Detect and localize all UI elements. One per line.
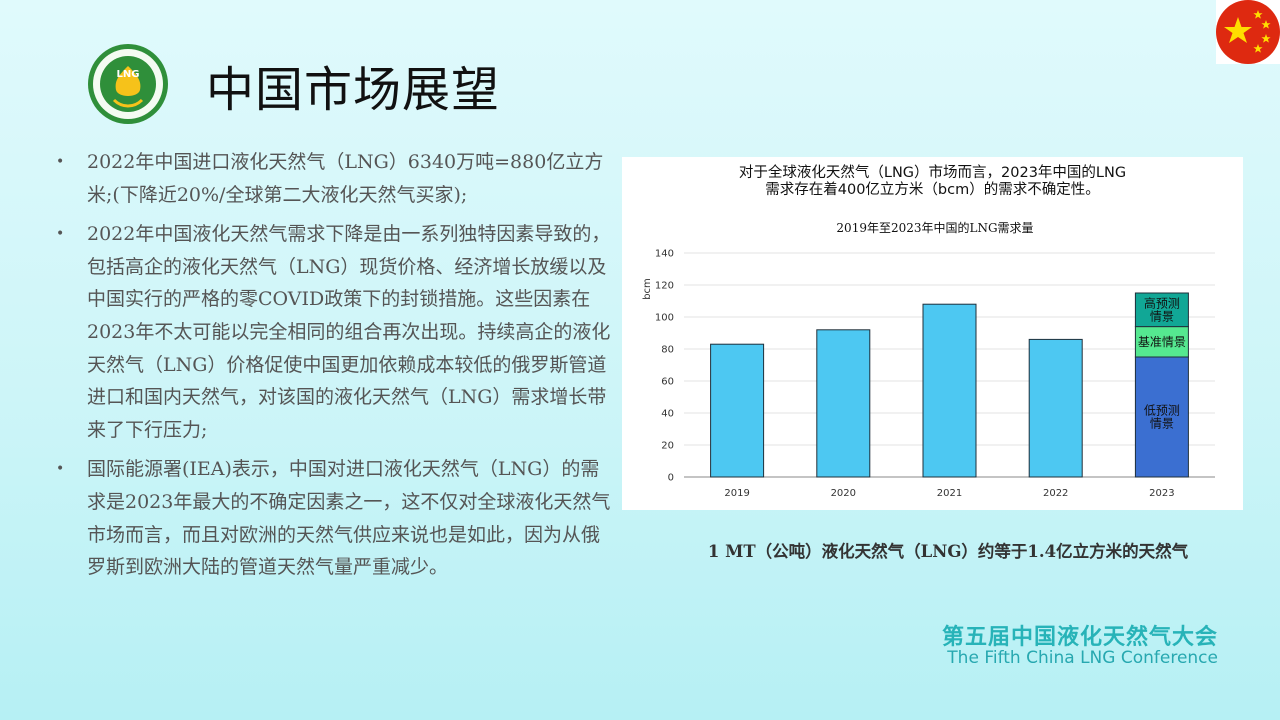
- bullet-list: • 2022年中国进口液化天然气（LNG）6340万吨=880亿立方米;(下降近…: [56, 146, 616, 591]
- bar-segment-高预测情景: [1134, 292, 1189, 328]
- x-tick-label: 2023: [1149, 488, 1174, 499]
- bullet-text: 2022年中国进口液化天然气（LNG）6340万吨=880亿立方米;(下降近20…: [87, 151, 604, 206]
- segment-label: 情景: [1150, 417, 1174, 431]
- x-tick-label: 2021: [937, 488, 962, 499]
- y-tick-label: 100: [655, 313, 674, 324]
- segment-label: 基准情景: [1138, 335, 1186, 349]
- conversion-caption: 1 MT（公吨）液化天然气（LNG）约等于1.4亿立方米的天然气: [707, 542, 1189, 561]
- bullet-marker: •: [56, 154, 65, 170]
- y-tick-label: 40: [661, 409, 674, 420]
- y-tick-label: 0: [668, 473, 674, 484]
- page-title: 中国市场展望: [206, 62, 501, 118]
- x-tick-label: 2020: [831, 488, 856, 499]
- bar-2019: [710, 343, 765, 478]
- chart-title: 2019年至2023年中国的LNG需求量: [836, 220, 1033, 235]
- bullet-text: 国际能源署(IEA)表示，中国对进口液化天然气（LNG）的需求是2023年最大的…: [87, 458, 611, 579]
- logo-text: LNG: [117, 69, 140, 80]
- bar-2022: [1028, 338, 1083, 478]
- bullet-item: • 2022年中国液化天然气需求下降是由一系列独特因素导致的，包括高企的液化天然…: [56, 218, 616, 446]
- y-tick-label: 60: [661, 377, 674, 388]
- y-tick-label: 20: [661, 441, 674, 452]
- chart-card: 2019年至2023年中国的LNG需求量 bcm 0 20 40 60 80 100 120 14…: [622, 157, 1243, 510]
- bullet-text: 2022年中国液化天然气需求下降是由一系列独特因素导致的，包括高企的液化天然气（…: [87, 223, 611, 441]
- chart-heading-line2: 需求存在着400亿立方米（bcm）的需求不确定性。: [765, 182, 1100, 198]
- china-flag-icon: [1216, 0, 1280, 64]
- chart-heading-line1: 对于全球液化天然气（LNG）市场而言，2023年中国的LNG: [738, 165, 1127, 181]
- y-tick-label: 80: [661, 345, 674, 356]
- chart-heading: 对于全球液化天然气（LNG）市场而言，2023年中国的LNG 需求存在着400亿…: [622, 165, 1243, 199]
- lng-demand-chart: 2019年至2023年中国的LNG需求量 bcm 0 20 40 60 80 100 120 14…: [642, 220, 1215, 499]
- y-axis-label: bcm: [642, 278, 653, 300]
- bullet-marker: •: [56, 461, 65, 478]
- bullet-marker: •: [56, 226, 65, 243]
- bullet-item: • 国际能源署(IEA)表示，中国对进口液化天然气（LNG）的需求是2023年最…: [56, 453, 616, 583]
- segment-label: 情景: [1150, 309, 1174, 323]
- y-tick-label: 120: [655, 281, 674, 292]
- x-tick-label: 2019: [724, 488, 749, 499]
- segment-label: 低预测: [1144, 404, 1180, 418]
- bullet-item: • 2022年中国进口液化天然气（LNG）6340万吨=880亿立方米;(下降近…: [56, 146, 616, 211]
- conference-name-en: The Fifth China LNG Conference: [947, 648, 1218, 668]
- y-tick-label: 140: [655, 249, 674, 260]
- bar-segment-基准情景: [1134, 326, 1189, 358]
- conference-name-cn: 第五届中国液化天然气大会: [941, 624, 1218, 650]
- bar-2021: [922, 303, 977, 478]
- x-tick-label: 2022: [1043, 488, 1068, 499]
- bar-segment-低预测情景: [1134, 356, 1189, 478]
- conference-logo: LNG: [88, 44, 168, 124]
- bar-2020: [816, 329, 871, 478]
- segment-label: 高预测: [1144, 295, 1180, 310]
